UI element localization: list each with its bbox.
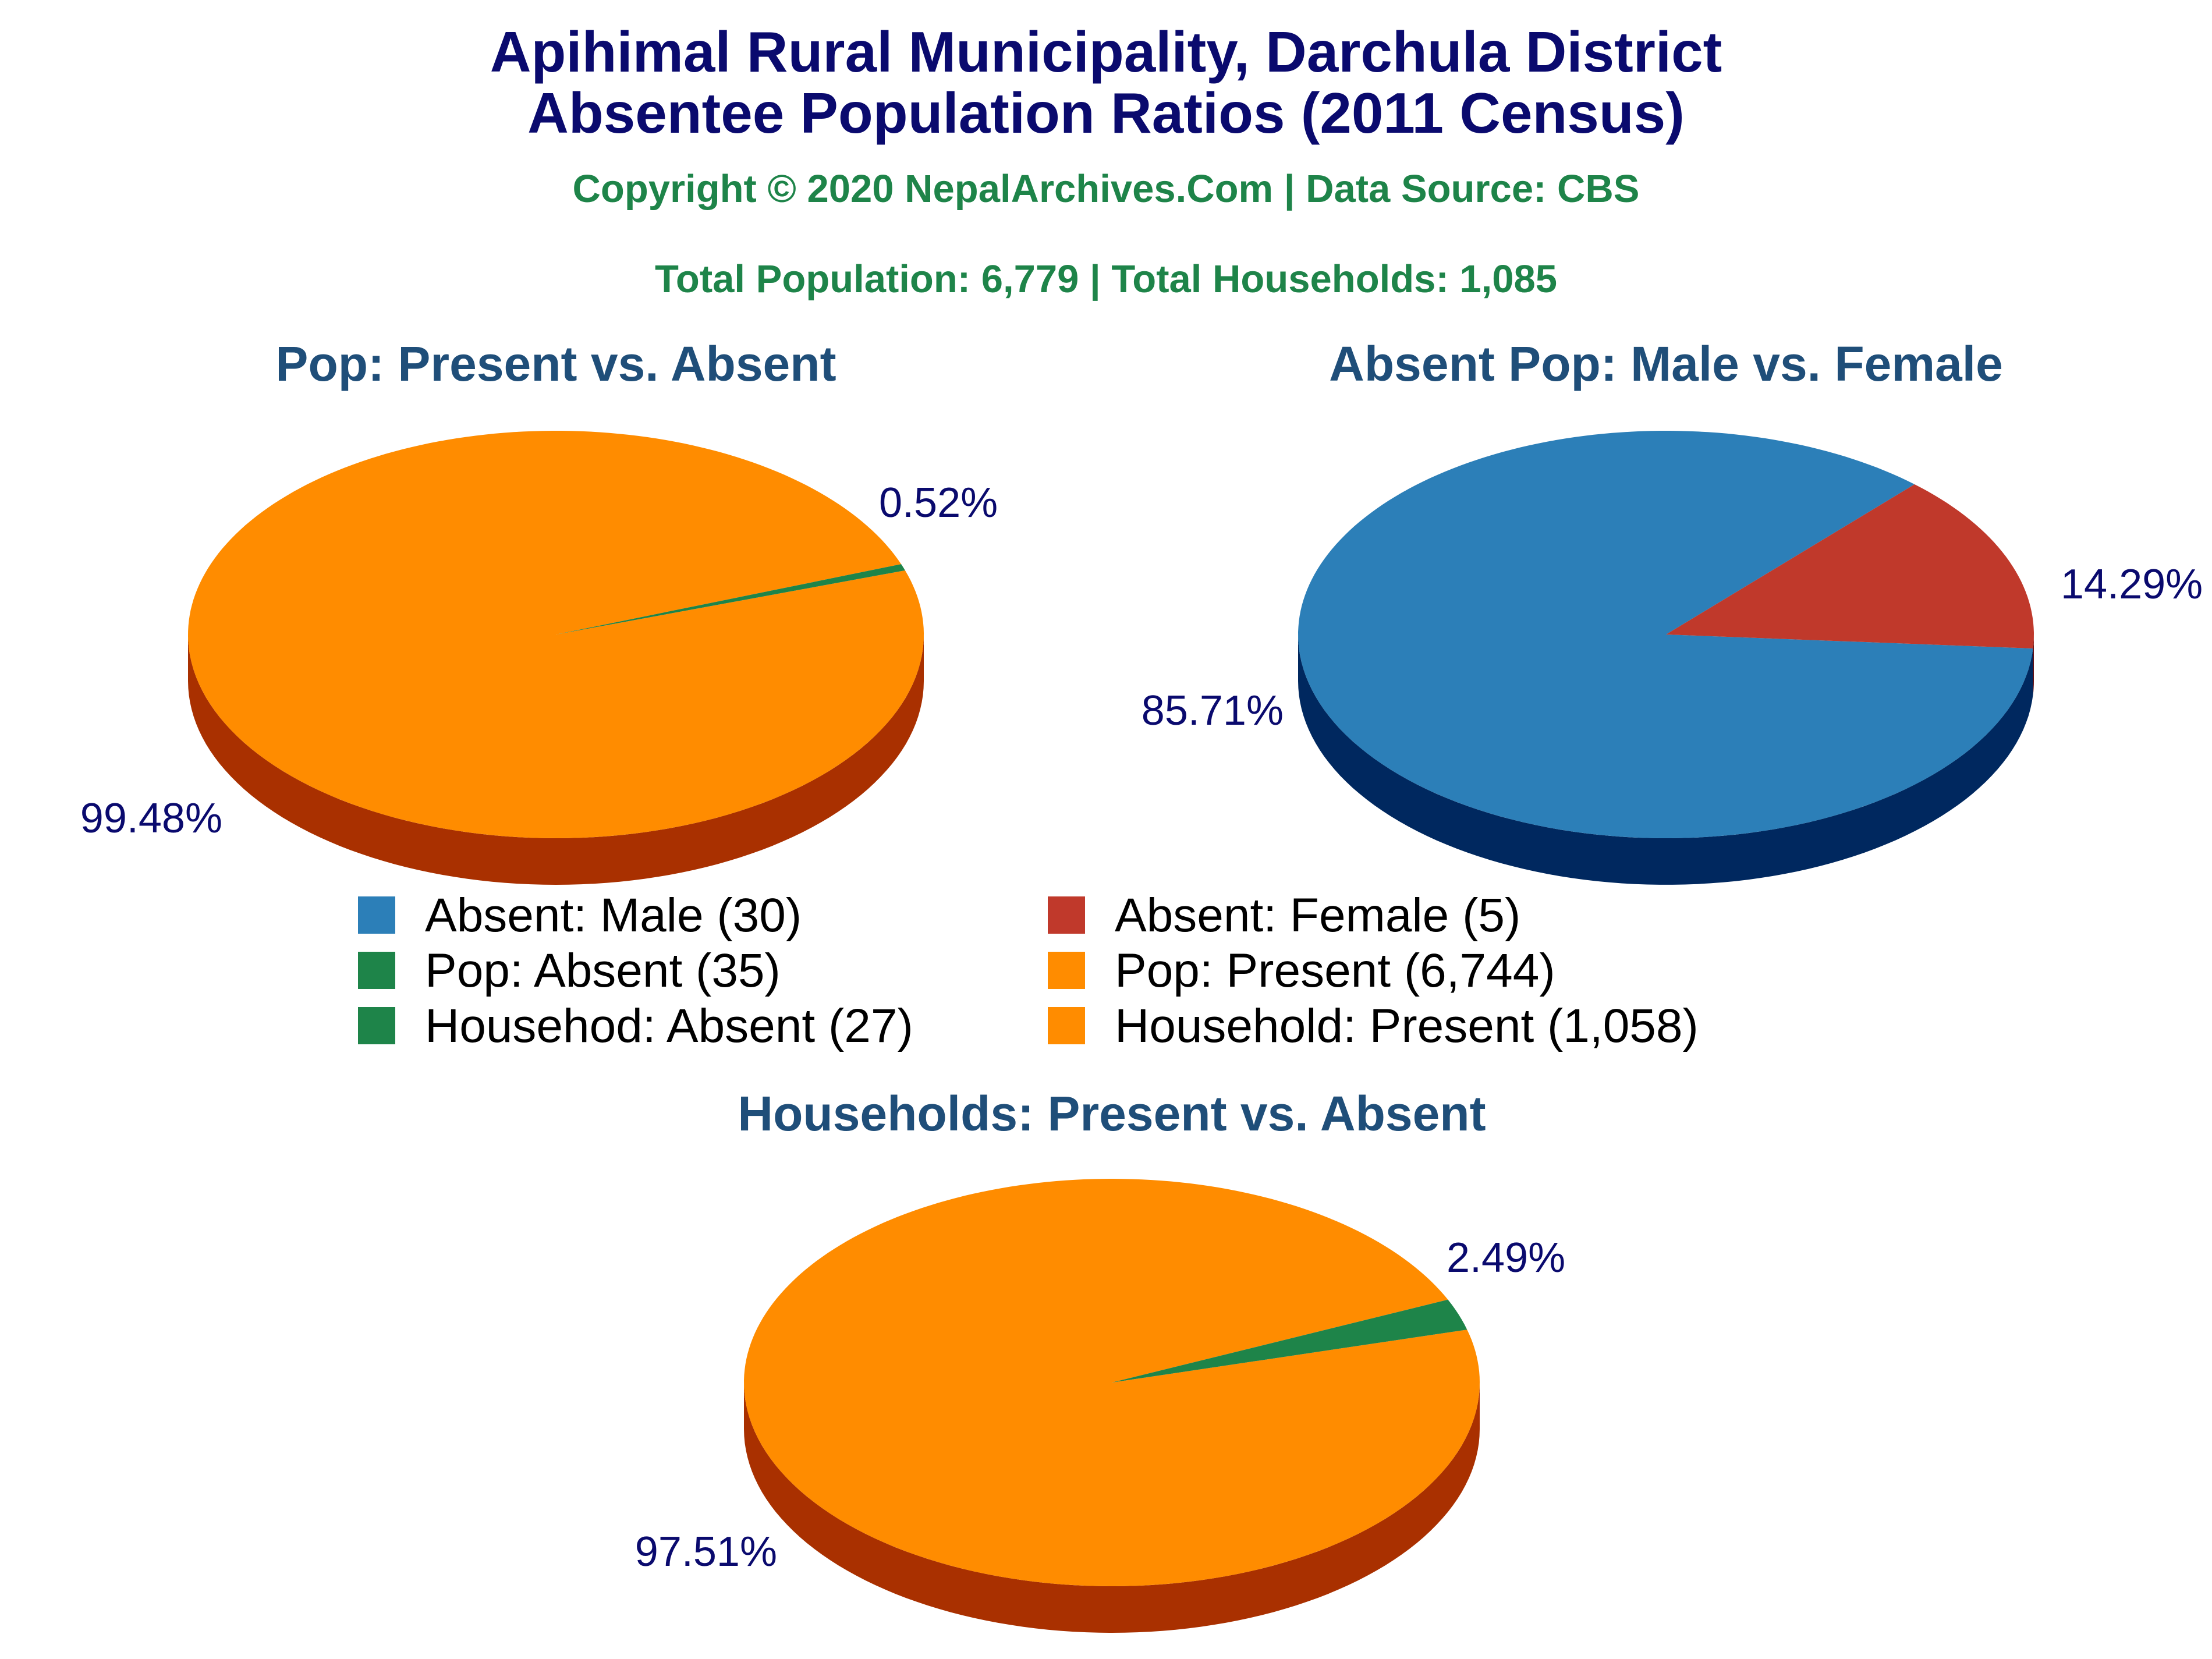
pie-title-1: Absent Pop: Male vs. Female: [1329, 336, 2003, 391]
pie-pct-label-2-1: 2.49%: [1447, 1235, 1565, 1281]
pie-title-2: Households: Present vs. Absent: [738, 1086, 1486, 1141]
legend-swatch-4: [358, 1007, 395, 1044]
pie-pct-label-0-1: 0.52%: [879, 480, 998, 526]
pie-absent-gender: Absent Pop: Male vs. Female 85.71% 14.29%: [1142, 336, 2203, 885]
legend-swatch-5: [1048, 1007, 1085, 1044]
pie-side-2-0: [744, 1383, 1480, 1633]
pie-slice-0-1: [556, 564, 905, 634]
legend-label-4: Househod: Absent (27): [425, 999, 913, 1052]
legend: Absent: Male (30) Absent: Female (5)Pop: …: [358, 889, 1699, 1052]
pie-side-1-0: [1298, 634, 2033, 885]
pie-slice-1-0: [1298, 431, 2033, 838]
legend-label-1: Absent: Female (5): [1115, 889, 1520, 942]
legend-label-5: Household: Present (1,058): [1115, 999, 1699, 1052]
pie-pct-label-2-0: 97.51%: [635, 1529, 777, 1575]
chart-title-line2: Absentee Population Ratios (2011 Census): [527, 81, 1685, 145]
pie-pct-label-1-1: 14.29%: [2061, 561, 2203, 608]
legend-label-0: Absent: Male (30): [425, 889, 802, 942]
legend-label-3: Pop: Present (6,744): [1115, 944, 1555, 997]
legend-swatch-3: [1048, 952, 1085, 989]
pie-population: Pop: Present vs. Absent 99.48% 0.52%: [80, 336, 998, 885]
chart-title-line1: Apihimal Rural Municipality, Darchula Di…: [490, 20, 1722, 84]
pie-pct-label-1-0: 85.71%: [1142, 687, 1284, 734]
legend-swatch-2: [358, 952, 395, 989]
pie-pct-label-0-0: 99.48%: [80, 795, 222, 842]
pie-slice-1-1: [1666, 484, 2034, 648]
pie-side-1-1: [2033, 634, 2034, 695]
pie-slice-2-1: [1112, 1299, 1467, 1383]
legend-swatch-1: [1048, 896, 1085, 934]
totals-text: Total Population: 6,779 | Total Househol…: [655, 257, 1557, 302]
legend-swatch-0: [358, 896, 395, 934]
copyright-text: Copyright © 2020 NepalArchives.Com | Dat…: [573, 167, 1640, 211]
pie-households: Households: Present vs. Absent 97.51% 2.49…: [635, 1086, 1565, 1633]
legend-label-2: Pop: Absent (35): [425, 944, 781, 997]
pie-title-0: Pop: Present vs. Absent: [275, 336, 836, 391]
pie-side-0-0: [188, 634, 924, 885]
